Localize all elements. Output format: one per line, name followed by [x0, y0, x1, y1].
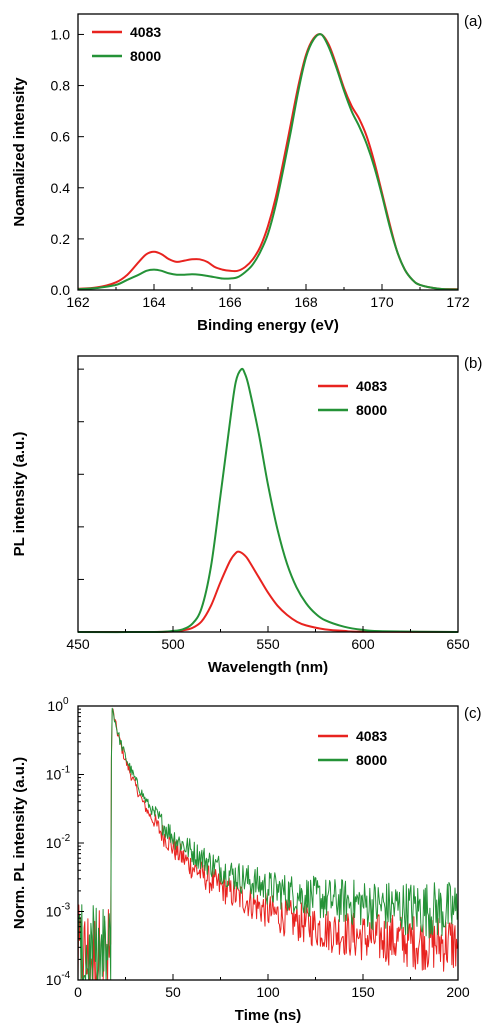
- y-tick-exponent: -4: [61, 970, 70, 981]
- plot-frame: [77, 705, 459, 981]
- y-tick-label: 1.0: [51, 26, 71, 42]
- y-tick-label: 10-2: [46, 833, 71, 851]
- y-tick-label: 0.6: [51, 129, 71, 145]
- panel-label: (c): [464, 705, 482, 722]
- y-axis-label: Noamalized intensity: [11, 77, 28, 227]
- x-axis-label: Wavelength (nm): [208, 659, 328, 676]
- legend-label: 4083: [356, 728, 387, 744]
- x-tick-label: 600: [351, 636, 375, 652]
- panel-b: 450 500 550 600 650 Wavelength (nm) PL intensi…: [11, 355, 482, 676]
- y-tick-exponent: 0: [63, 696, 69, 707]
- y-tick-base: 10: [46, 767, 62, 783]
- legend-label: 8000: [130, 48, 161, 64]
- x-tick-label: 150: [351, 984, 375, 1000]
- y-tick-label: 0.8: [51, 78, 71, 94]
- x-tick-label: 100: [256, 984, 280, 1000]
- legend: 4083 8000: [318, 728, 387, 768]
- x-tick-label: 200: [446, 984, 470, 1000]
- y-axis-label: Norm. PL intensity (a.u.): [11, 757, 28, 929]
- legend-label: 4083: [356, 378, 387, 394]
- series-line-4083: [77, 550, 459, 634]
- y-tick-label: 0.0: [51, 282, 71, 298]
- y-tick-base: 10: [46, 972, 62, 988]
- y-tick-label: 0.4: [51, 180, 71, 196]
- series-line-8000: [77, 707, 458, 981]
- x-tick-label: 164: [142, 294, 166, 310]
- plot-frame: [77, 355, 459, 633]
- y-tick-label: 100: [47, 696, 69, 714]
- x-tick-label: 170: [370, 294, 394, 310]
- x-tick-label: 0: [74, 984, 82, 1000]
- series-line-8000: [77, 367, 459, 634]
- series-line-4083: [77, 33, 459, 291]
- panel-a: 162 164 166 168 170 172 0.0 0.2 0.4 0.6 0.8 1.0 Bind…: [11, 13, 482, 334]
- series-line-4083: [77, 708, 458, 981]
- y-tick-exponent: -2: [61, 833, 70, 844]
- y-tick-label: 0.2: [51, 231, 71, 247]
- x-tick-label: 500: [161, 636, 185, 652]
- y-tick-label: 10-3: [46, 902, 71, 920]
- legend: 4083 8000: [318, 378, 387, 418]
- x-tick-label: 166: [218, 294, 242, 310]
- y-tick-exponent: -1: [61, 765, 70, 776]
- y-tick-base: 10: [47, 698, 63, 714]
- y-tick-base: 10: [46, 835, 62, 851]
- x-tick-label: 650: [446, 636, 470, 652]
- x-tick-label: 168: [294, 294, 318, 310]
- legend-label: 8000: [356, 402, 387, 418]
- x-tick-label: 450: [66, 636, 90, 652]
- y-tick-base: 10: [46, 904, 62, 920]
- x-axis-label: Time (ns): [235, 1007, 301, 1024]
- series-line-8000: [77, 33, 459, 291]
- y-axis-label: PL intensity (a.u.): [11, 432, 28, 557]
- x-tick-label: 172: [446, 294, 470, 310]
- panel-label: (a): [464, 13, 482, 30]
- legend-label: 8000: [356, 752, 387, 768]
- legend: 4083 8000: [92, 24, 161, 64]
- x-tick-label: 550: [256, 636, 280, 652]
- y-tick-label: 10-4: [46, 970, 71, 988]
- y-tick-label: 10-1: [46, 765, 71, 783]
- x-tick-label: 162: [66, 294, 90, 310]
- panel-label: (b): [464, 355, 482, 372]
- legend-label: 4083: [130, 24, 161, 40]
- x-tick-label: 50: [165, 984, 181, 1000]
- x-axis-label: Binding energy (eV): [197, 317, 339, 334]
- y-tick-exponent: -3: [61, 902, 70, 913]
